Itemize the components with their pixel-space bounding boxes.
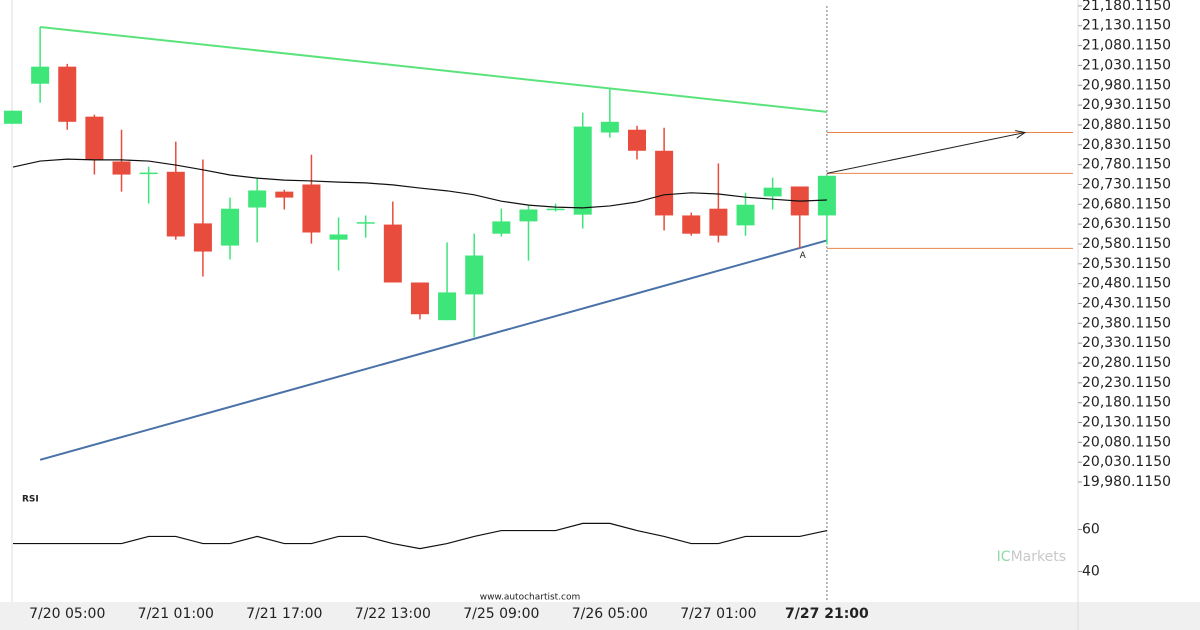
y-tick-label: 20,780.1150	[1082, 157, 1171, 173]
candle-body	[221, 208, 240, 246]
forecast-arrow	[826, 132, 1026, 174]
y-tick-label: 20,880.1150	[1082, 117, 1171, 133]
x-tick-label: 7/20 05:00	[29, 606, 105, 622]
y-tick-label: 20,430.1150	[1082, 295, 1171, 311]
candle-body	[275, 191, 294, 198]
x-axis-band	[0, 602, 1200, 630]
y-tick-label: 21,030.1150	[1082, 57, 1171, 73]
y-tick-label: 20,080.1150	[1082, 434, 1171, 450]
pattern-label: A	[800, 251, 807, 261]
y-tick-label: 20,030.1150	[1082, 454, 1171, 470]
y-tick-label: 19,980.1150	[1082, 474, 1171, 490]
candle-body	[627, 129, 646, 151]
candle-body	[465, 255, 484, 295]
candle-body	[682, 215, 701, 234]
x-tick-label: 7/25 09:00	[463, 606, 539, 622]
y-tick-label: 20,280.1150	[1082, 355, 1171, 371]
candle-body	[85, 116, 104, 160]
y-tick-label: 20,180.1150	[1082, 395, 1171, 411]
x-tick-label: 7/27 01:00	[680, 606, 756, 622]
rsi-tick-label: 40	[1082, 564, 1100, 580]
candle-body	[519, 209, 538, 222]
y-tick-label: 20,730.1150	[1082, 176, 1171, 192]
candle-body	[817, 175, 836, 216]
y-tick-label: 20,230.1150	[1082, 375, 1171, 391]
rsi-title: RSI	[22, 495, 39, 505]
candle-body	[4, 110, 22, 124]
candle-body	[573, 126, 592, 215]
candle-body	[438, 292, 457, 321]
candle-body	[193, 223, 212, 252]
candle-body	[736, 204, 755, 226]
candle-body	[383, 224, 402, 283]
candle-body	[248, 190, 267, 208]
x-tick-label: 7/26 05:00	[572, 606, 648, 622]
y-tick-label: 20,380.1150	[1082, 315, 1171, 331]
x-tick-label: 7/22 13:00	[355, 606, 431, 622]
brand-prefix: IC	[997, 549, 1011, 565]
candle-body	[329, 234, 348, 240]
candle-body	[600, 121, 619, 133]
candle-body	[763, 187, 782, 197]
y-tick-label: 20,530.1150	[1082, 256, 1171, 272]
rsi-line	[13, 522, 828, 550]
y-tick-label: 20,680.1150	[1082, 196, 1171, 212]
candle-body	[410, 282, 429, 315]
candle-body	[709, 208, 728, 236]
brand-name: Markets	[1011, 549, 1066, 565]
y-tick-label: 20,130.1150	[1082, 415, 1171, 431]
moving-average	[12, 158, 827, 209]
candle-body	[655, 150, 674, 216]
candle-body	[546, 208, 565, 211]
arrow-head	[1015, 130, 1027, 139]
x-tick-label: 7/21 17:00	[246, 606, 322, 622]
y-tick-label: 21,130.1150	[1082, 18, 1171, 34]
y-tick-label: 20,330.1150	[1082, 335, 1171, 351]
y-tick-label: 21,080.1150	[1082, 38, 1171, 54]
brand: ICMarkets	[997, 549, 1066, 565]
y-tick-label: 20,980.1150	[1082, 77, 1171, 93]
candle-body	[58, 66, 77, 122]
support-line	[39, 239, 828, 461]
resistance-line	[40, 25, 828, 113]
y-tick-label: 21,180.1150	[1082, 0, 1171, 14]
rsi-tick-label: 60	[1082, 522, 1100, 538]
x-tick-label: 7/21 01:00	[138, 606, 214, 622]
x-tick-label: 7/27 21:00	[785, 606, 869, 622]
y-tick-label: 20,580.1150	[1082, 236, 1171, 252]
source: www.autochartist.com	[480, 593, 581, 603]
candle-body	[112, 161, 131, 175]
candle-body	[139, 172, 158, 175]
y-tick-label: 20,480.1150	[1082, 276, 1171, 292]
y-tick-label: 20,830.1150	[1082, 137, 1171, 153]
candle-body	[302, 184, 321, 233]
candle-body	[492, 221, 511, 234]
y-tick-label: 20,630.1150	[1082, 216, 1171, 232]
candle-body	[166, 171, 185, 237]
candle-body	[31, 66, 50, 84]
y-tick-label: 20,930.1150	[1082, 97, 1171, 113]
candle-body	[356, 222, 375, 224]
